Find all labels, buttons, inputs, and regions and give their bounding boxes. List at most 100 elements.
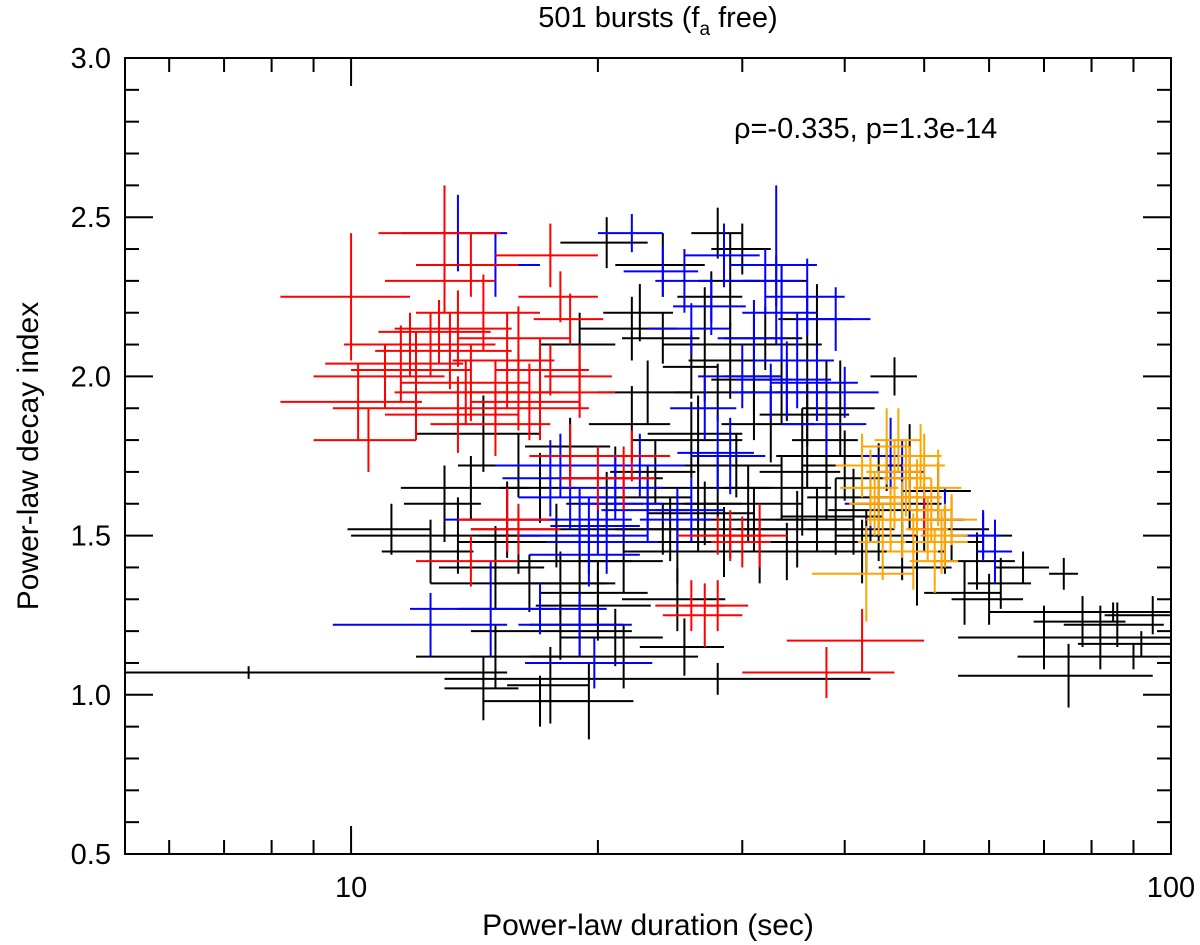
data-point-blue-14 [736, 341, 832, 418]
data-point-black-75 [125, 666, 508, 679]
data-point-blue-43 [677, 414, 754, 492]
data-point-blue-20 [807, 366, 879, 418]
data-point-blue-17 [770, 344, 858, 421]
data-point-orange-13 [874, 408, 921, 472]
data-point-black-68 [1012, 605, 1171, 670]
data-point-red-0 [280, 233, 411, 361]
data-point-red-41 [711, 516, 771, 568]
data-point-black-70 [1017, 643, 1171, 670]
data-point-red-24 [385, 376, 519, 453]
data-point-black-87 [430, 554, 607, 613]
data-point-black-111 [691, 207, 743, 259]
data-point-red-49 [394, 360, 526, 425]
data-point-black-72 [958, 643, 1153, 708]
data-point-red-19 [533, 293, 604, 345]
data-point-blue-7 [691, 417, 766, 495]
data-point-blue-26 [579, 475, 663, 533]
data-point-red-46 [540, 366, 616, 418]
data-marks [125, 185, 1171, 740]
x-axis-label: Power-law duration (sec) [482, 909, 814, 942]
data-point-black-27 [647, 481, 754, 546]
data-point-black-32 [684, 433, 782, 498]
data-point-black-117 [802, 360, 875, 456]
data-point-black-62 [951, 573, 1024, 625]
data-point-red-25 [430, 392, 551, 456]
data-point-black-53 [870, 357, 917, 396]
data-point-blue-29 [495, 433, 616, 498]
data-point-blue-2 [655, 249, 712, 313]
data-point-black-74 [1077, 631, 1171, 657]
tick-labels: 10 100 0.5 1.0 1.5 2.0 2.5 3.0 [71, 43, 1196, 904]
data-point-black-116 [759, 408, 841, 536]
data-point-black-2 [403, 465, 481, 542]
data-point-orange-23 [924, 494, 978, 546]
data-point-orange-1 [840, 449, 899, 527]
data-point-red-43 [786, 608, 925, 673]
data-point-blue-42 [655, 478, 725, 542]
series-black [125, 207, 1171, 740]
data-point-blue-41 [623, 245, 699, 297]
data-point-orange-22 [913, 510, 968, 574]
y-tick-label: 0.5 [71, 839, 111, 871]
data-point-orange-24 [870, 465, 917, 530]
data-point-black-64 [994, 551, 1050, 584]
data-point-black-24 [639, 618, 725, 676]
title-rest: free) [710, 2, 778, 34]
data-point-black-18 [603, 284, 674, 342]
data-point-blue-12 [730, 185, 817, 345]
data-point-red-31 [588, 430, 671, 482]
data-point-black-23 [621, 567, 726, 632]
y-tick-label: 3.0 [71, 43, 111, 75]
data-point-blue-25 [560, 456, 663, 520]
data-point-blue-3 [647, 303, 731, 355]
data-point-blue-4 [670, 376, 737, 441]
title-main: 501 bursts (f [538, 2, 700, 34]
data-point-orange-0 [835, 433, 887, 498]
data-point-black-26 [647, 395, 743, 472]
data-point-orange-14 [886, 513, 939, 590]
data-point-red-33 [470, 503, 561, 555]
data-point-blue-35 [332, 592, 508, 657]
data-point-black-112 [560, 217, 648, 269]
data-point-black-60 [924, 561, 1001, 625]
data-point-black-80 [736, 264, 822, 425]
data-point-black-118 [807, 503, 895, 555]
data-point-orange-12 [857, 503, 906, 581]
data-point-red-21 [385, 249, 496, 313]
data-point-red-36 [662, 583, 743, 648]
data-point-blue-39 [529, 522, 640, 587]
data-point-black-98 [717, 522, 845, 581]
data-point-blue-19 [797, 287, 871, 351]
data-point-red-40 [730, 503, 787, 568]
data-point-blue-36 [457, 583, 607, 635]
data-point-black-77 [540, 561, 648, 625]
data-point-blue-18 [781, 392, 867, 456]
data-point-black-17 [588, 385, 671, 463]
data-point-red-34 [415, 535, 519, 587]
axis-ticks [125, 57, 1172, 855]
data-point-red-8 [375, 312, 512, 390]
chart-title: 501 bursts (fa free) [538, 2, 777, 40]
data-point-black-90 [470, 602, 632, 660]
x-tick-label: 10 [335, 872, 367, 904]
data-point-blue-47 [977, 519, 1013, 584]
data-point-orange-21 [866, 487, 914, 552]
data-point-red-47 [378, 299, 491, 364]
data-point-black-76 [444, 662, 871, 695]
data-point-red-4 [325, 325, 464, 402]
data-point-blue-15 [756, 312, 834, 409]
data-point-black-71 [1104, 596, 1171, 635]
data-point-red-11 [415, 274, 541, 351]
data-point-red-17 [495, 223, 598, 288]
y-axis-label: Power-law decay index [12, 302, 45, 610]
data-point-black-109 [415, 395, 541, 472]
data-point-red-42 [742, 647, 895, 698]
data-point-red-9 [394, 290, 512, 367]
data-point-red-20 [544, 344, 612, 409]
data-point-blue-0 [597, 214, 663, 253]
data-point-red-27 [483, 376, 589, 441]
data-point-red-30 [588, 446, 656, 511]
series-red [280, 185, 939, 698]
x-tick-label: 100 [1147, 872, 1195, 904]
